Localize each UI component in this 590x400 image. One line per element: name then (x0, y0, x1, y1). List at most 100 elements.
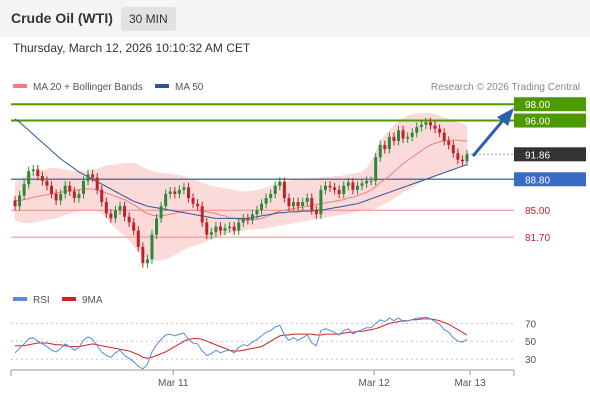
candle (319, 189, 323, 215)
level-label-98.00: 98.00 (525, 100, 550, 111)
candle (50, 185, 54, 194)
candle (438, 128, 442, 133)
rsi-ma-line (15, 318, 468, 359)
candle (255, 210, 259, 215)
time-axis-label: Mar 13 (454, 378, 486, 389)
candle (31, 169, 35, 172)
candle (383, 145, 387, 150)
candle (63, 185, 67, 194)
candle (273, 185, 277, 194)
rsi-legend-label: RSI (33, 295, 50, 306)
candle (415, 127, 419, 133)
candle (40, 175, 44, 181)
candle (465, 154, 469, 162)
candle (182, 187, 186, 190)
candle (378, 145, 382, 158)
ma50-legend-swatch (155, 84, 169, 88)
rsi-legend-swatch (13, 297, 27, 301)
candle (118, 206, 122, 211)
time-axis-label: Mar 12 (359, 378, 391, 389)
candle (282, 181, 286, 199)
candle (433, 125, 437, 129)
candle (100, 189, 104, 203)
candle (360, 183, 364, 186)
ma20-line (15, 139, 467, 221)
candle (351, 182, 355, 190)
candle (113, 210, 117, 219)
candle (145, 259, 149, 264)
candle (342, 185, 346, 194)
candle (173, 191, 177, 194)
candle (81, 180, 85, 194)
candle (246, 218, 250, 221)
candle (406, 136, 410, 139)
candle (314, 210, 318, 215)
candle (241, 218, 245, 223)
candle (305, 198, 309, 203)
candle (200, 206, 204, 223)
candle (123, 206, 127, 217)
candle (45, 180, 49, 186)
candle (127, 216, 131, 223)
instrument-title: Crude Oil (WTI) (11, 10, 113, 26)
candle (228, 226, 232, 229)
projection-arrow (471, 108, 514, 157)
level-label-box-96.00 (514, 113, 586, 128)
time-axis: Mar 11 Mar 12 Mar 13 (10, 369, 515, 389)
candle (72, 191, 76, 199)
projection-arrow-head (497, 108, 514, 126)
candle (456, 153, 460, 160)
candle (54, 193, 58, 201)
rsi-tick-label: 30 (525, 355, 537, 366)
candle (109, 213, 113, 219)
candle (18, 195, 22, 207)
candle (397, 130, 401, 141)
candle (428, 122, 432, 126)
candle (424, 122, 428, 125)
level-label-96.00: 96.00 (525, 117, 550, 128)
candle (365, 180, 369, 184)
candlestick-series (13, 117, 469, 268)
candle (141, 246, 145, 264)
candle (205, 222, 209, 235)
candle (104, 202, 108, 214)
candle (310, 198, 314, 211)
candle (374, 157, 378, 181)
candle (442, 132, 446, 141)
candle (214, 226, 218, 233)
timeframe-button[interactable]: 30 MIN (121, 7, 176, 31)
candle (250, 214, 254, 221)
candle (59, 193, 63, 201)
candle (164, 193, 168, 207)
moving-averages (14, 118, 468, 221)
candle (264, 198, 268, 204)
candle (77, 193, 81, 199)
candle (419, 124, 423, 128)
candle (86, 174, 90, 181)
candle (292, 202, 296, 207)
candle (337, 189, 341, 194)
candle (460, 159, 464, 162)
candle (232, 226, 236, 231)
candle (209, 232, 213, 235)
candle (328, 185, 332, 188)
candle (218, 226, 222, 231)
candle (451, 145, 455, 154)
candle (136, 230, 140, 247)
candle (68, 185, 72, 192)
candle (269, 193, 273, 199)
candle (223, 228, 227, 231)
level-label-81.70: 81.70 (525, 233, 550, 244)
candle (278, 181, 282, 186)
candle (155, 218, 159, 235)
candle (186, 187, 190, 199)
candle (95, 177, 99, 190)
candle (22, 184, 26, 196)
candle (369, 180, 373, 182)
rsi-ma-legend-swatch (62, 297, 76, 301)
candle (36, 169, 40, 176)
ma50-line (14, 118, 468, 219)
rsi-tick-label: 70 (525, 319, 537, 330)
candle (447, 140, 451, 146)
candle (355, 185, 359, 190)
